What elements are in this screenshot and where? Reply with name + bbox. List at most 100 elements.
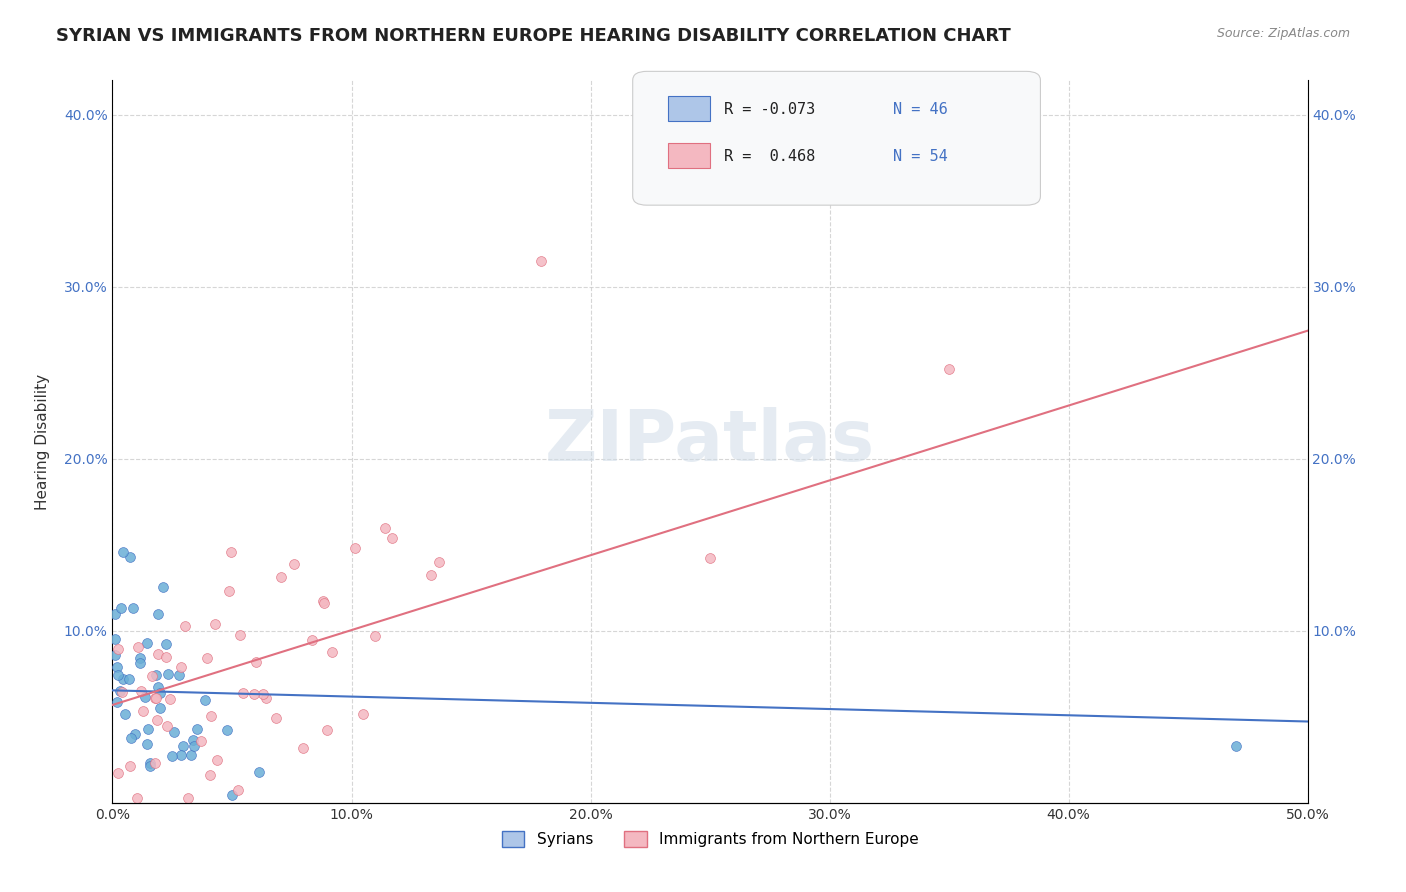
Point <box>152 580 174 594</box>
Point <box>143 690 166 705</box>
Point <box>530 253 553 268</box>
Point <box>104 648 127 662</box>
Point <box>146 713 169 727</box>
Point <box>122 601 145 615</box>
Text: R = -0.073: R = -0.073 <box>724 103 815 117</box>
Point <box>219 544 242 558</box>
Point <box>141 669 163 683</box>
Point <box>194 693 217 707</box>
Point <box>139 756 162 770</box>
Text: N = 46: N = 46 <box>893 103 948 117</box>
Text: Source: ZipAtlas.com: Source: ZipAtlas.com <box>1216 27 1350 40</box>
Point <box>254 690 277 705</box>
Point <box>124 727 146 741</box>
Point <box>1225 739 1247 753</box>
Point <box>132 704 155 718</box>
Point <box>180 748 202 763</box>
Point <box>283 558 305 572</box>
Point <box>221 788 243 802</box>
Point <box>195 650 218 665</box>
Legend: Syrians, Immigrants from Northern Europe: Syrians, Immigrants from Northern Europe <box>495 825 925 853</box>
Point <box>200 709 222 723</box>
Point <box>104 607 127 622</box>
Point <box>291 741 314 756</box>
Point <box>162 725 184 739</box>
Point <box>315 723 337 738</box>
Point <box>155 650 177 665</box>
Point <box>104 632 127 647</box>
Point <box>146 681 169 695</box>
Point <box>135 737 157 751</box>
Point <box>148 607 170 622</box>
Point <box>352 706 374 721</box>
Point <box>145 690 167 705</box>
Point <box>162 748 184 763</box>
Point <box>243 687 266 701</box>
Point <box>146 647 169 661</box>
Point <box>167 668 190 682</box>
Point <box>156 667 179 681</box>
Point <box>321 645 343 659</box>
Point <box>186 722 208 736</box>
Point <box>181 732 204 747</box>
Point <box>148 686 170 700</box>
Point <box>190 733 212 747</box>
Point <box>118 672 141 686</box>
Point <box>170 747 193 762</box>
Point <box>136 722 159 736</box>
Point <box>156 719 179 733</box>
Point <box>938 362 960 376</box>
Point <box>110 600 132 615</box>
Point <box>429 555 451 569</box>
Point <box>108 684 131 698</box>
Point <box>301 632 323 647</box>
Point <box>159 691 181 706</box>
Point <box>264 711 287 725</box>
Point <box>314 596 336 610</box>
Point <box>114 707 136 722</box>
Point <box>134 690 156 705</box>
Point <box>107 765 129 780</box>
Point <box>129 683 152 698</box>
Point <box>172 739 194 754</box>
Point <box>245 655 267 669</box>
Y-axis label: Hearing Disability: Hearing Disability <box>35 374 49 509</box>
Point <box>149 701 172 715</box>
Point <box>270 570 292 584</box>
Point <box>139 759 162 773</box>
Point <box>183 739 205 753</box>
Point <box>247 764 270 779</box>
Point <box>127 640 149 655</box>
Point <box>155 637 177 651</box>
Point <box>215 723 238 738</box>
Point <box>177 790 200 805</box>
Point <box>105 696 128 710</box>
Point <box>312 593 335 607</box>
Point <box>381 531 404 545</box>
Point <box>364 629 387 643</box>
Point <box>218 584 240 599</box>
Point <box>344 541 367 556</box>
Point <box>204 617 226 632</box>
Point <box>112 673 135 687</box>
Point <box>118 549 141 564</box>
Point <box>143 756 166 771</box>
Point <box>107 668 129 682</box>
Point <box>699 550 721 565</box>
Point <box>226 782 249 797</box>
Point <box>125 790 148 805</box>
Point <box>107 641 129 656</box>
Point <box>252 687 274 701</box>
Point <box>105 660 128 674</box>
Point <box>232 686 254 700</box>
Point <box>128 657 150 671</box>
Point <box>173 619 195 633</box>
Point <box>120 731 142 745</box>
Point <box>198 768 221 782</box>
Point <box>120 759 142 773</box>
Text: SYRIAN VS IMMIGRANTS FROM NORTHERN EUROPE HEARING DISABILITY CORRELATION CHART: SYRIAN VS IMMIGRANTS FROM NORTHERN EUROP… <box>56 27 1011 45</box>
Point <box>170 660 193 674</box>
Point <box>420 567 443 582</box>
Point <box>111 684 134 698</box>
Text: ZIPatlas: ZIPatlas <box>546 407 875 476</box>
